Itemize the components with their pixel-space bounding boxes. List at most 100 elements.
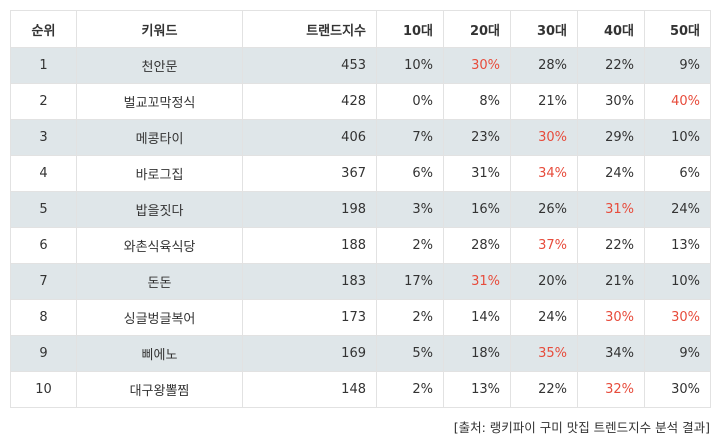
table-body: 1 천안문 453 10% 30% 28% 22% 9% 2 벌교꼬막정식 428 0% 8% 21% 30… (10, 47, 711, 408)
age-share-cell: 10% (644, 263, 711, 300)
table-row: 6 와촌식육식당 188 2% 28% 37% 22% 13% (10, 227, 711, 264)
table-header: 순위 키워드 트랜드지수 10대 20대 30대 40대 50대 (10, 10, 711, 48)
keyword-cell: 삐에노 (76, 335, 243, 372)
age-share-cell: 13% (644, 227, 711, 264)
table-row: 5 밥을짓다 198 3% 16% 26% 31% 24% (10, 191, 711, 228)
age-share-cell: 17% (376, 263, 444, 300)
age-share-cell: 26% (510, 191, 578, 228)
table-row: 8 싱글벙글복어 173 2% 14% 24% 30% 30% (10, 299, 711, 336)
keyword-cell: 메콩타이 (76, 119, 243, 156)
table-row: 10 대구왕뽈찜 148 2% 13% 22% 32% 30% (10, 371, 711, 408)
age-share-cell: 32% (577, 371, 645, 408)
age-share-cell: 34% (510, 155, 578, 192)
age-share-cell: 29% (577, 119, 645, 156)
age-share-cell: 21% (577, 263, 645, 300)
age-share-cell: 28% (443, 227, 511, 264)
header-row: 순위 키워드 트랜드지수 10대 20대 30대 40대 50대 (10, 10, 711, 48)
age-share-cell: 22% (577, 227, 645, 264)
rank-cell: 10 (10, 371, 77, 408)
trend-index-cell: 183 (242, 263, 377, 300)
table-row: 9 삐에노 169 5% 18% 35% 34% 9% (10, 335, 711, 372)
keyword-cell: 밥을짓다 (76, 191, 243, 228)
trend-index-cell: 148 (242, 371, 377, 408)
age-share-cell: 2% (376, 227, 444, 264)
age-share-cell: 2% (376, 371, 444, 408)
trend-index-cell: 188 (242, 227, 377, 264)
keyword-cell: 와촌식육식당 (76, 227, 243, 264)
age-share-cell: 0% (376, 83, 444, 120)
age-share-cell: 35% (510, 335, 578, 372)
keyword-cell: 벌교꼬막정식 (76, 83, 243, 120)
age-share-cell: 30% (577, 83, 645, 120)
age-share-cell: 24% (644, 191, 711, 228)
age-share-cell: 31% (443, 155, 511, 192)
age-share-cell: 8% (443, 83, 511, 120)
keyword-cell: 바로그집 (76, 155, 243, 192)
age-share-cell: 5% (376, 335, 444, 372)
header-age-30s: 30대 (510, 10, 578, 48)
rank-cell: 1 (10, 47, 77, 84)
age-share-cell: 22% (510, 371, 578, 408)
age-share-cell: 23% (443, 119, 511, 156)
table-row: 7 돈돈 183 17% 31% 20% 21% 10% (10, 263, 711, 300)
trend-index-cell: 428 (242, 83, 377, 120)
keyword-cell: 싱글벙글복어 (76, 299, 243, 336)
rank-cell: 5 (10, 191, 77, 228)
table-row: 2 벌교꼬막정식 428 0% 8% 21% 30% 40% (10, 83, 711, 120)
age-share-cell: 30% (443, 47, 511, 84)
rank-cell: 8 (10, 299, 77, 336)
age-share-cell: 10% (644, 119, 711, 156)
age-share-cell: 9% (644, 335, 711, 372)
age-share-cell: 6% (376, 155, 444, 192)
age-share-cell: 22% (577, 47, 645, 84)
age-share-cell: 14% (443, 299, 511, 336)
table-row: 3 메콩타이 406 7% 23% 30% 29% 10% (10, 119, 711, 156)
age-share-cell: 16% (443, 191, 511, 228)
age-share-cell: 30% (644, 299, 711, 336)
age-share-cell: 7% (376, 119, 444, 156)
header-trend-index: 트랜드지수 (242, 10, 377, 48)
trend-index-cell: 406 (242, 119, 377, 156)
header-age-40s: 40대 (577, 10, 645, 48)
keyword-cell: 천안문 (76, 47, 243, 84)
header-age-10s: 10대 (376, 10, 444, 48)
age-share-cell: 40% (644, 83, 711, 120)
table-row: 4 바로그집 367 6% 31% 34% 24% 6% (10, 155, 711, 192)
age-share-cell: 28% (510, 47, 578, 84)
rank-cell: 7 (10, 263, 77, 300)
trend-index-cell: 453 (242, 47, 377, 84)
age-share-cell: 6% (644, 155, 711, 192)
rank-cell: 4 (10, 155, 77, 192)
trend-index-cell: 169 (242, 335, 377, 372)
age-share-cell: 18% (443, 335, 511, 372)
age-share-cell: 31% (443, 263, 511, 300)
age-share-cell: 31% (577, 191, 645, 228)
trend-index-table: 순위 키워드 트랜드지수 10대 20대 30대 40대 50대 1 천안문 453… (10, 10, 711, 408)
age-share-cell: 20% (510, 263, 578, 300)
header-age-50s: 50대 (644, 10, 711, 48)
age-share-cell: 2% (376, 299, 444, 336)
rank-cell: 2 (10, 83, 77, 120)
rank-cell: 6 (10, 227, 77, 264)
table-row: 1 천안문 453 10% 30% 28% 22% 9% (10, 47, 711, 84)
header-keyword: 키워드 (76, 10, 243, 48)
age-share-cell: 24% (577, 155, 645, 192)
age-share-cell: 24% (510, 299, 578, 336)
age-share-cell: 21% (510, 83, 578, 120)
age-share-cell: 13% (443, 371, 511, 408)
age-share-cell: 30% (644, 371, 711, 408)
rank-cell: 3 (10, 119, 77, 156)
rank-cell: 9 (10, 335, 77, 372)
age-share-cell: 9% (644, 47, 711, 84)
age-share-cell: 34% (577, 335, 645, 372)
trend-index-cell: 367 (242, 155, 377, 192)
age-share-cell: 30% (577, 299, 645, 336)
age-share-cell: 10% (376, 47, 444, 84)
source-caption: [출처: 랭키파이 구미 맛집 트렌드지수 분석 결과] (453, 420, 710, 435)
keyword-cell: 돈돈 (76, 263, 243, 300)
age-share-cell: 3% (376, 191, 444, 228)
trend-index-cell: 173 (242, 299, 377, 336)
age-share-cell: 30% (510, 119, 578, 156)
keyword-cell: 대구왕뽈찜 (76, 371, 243, 408)
